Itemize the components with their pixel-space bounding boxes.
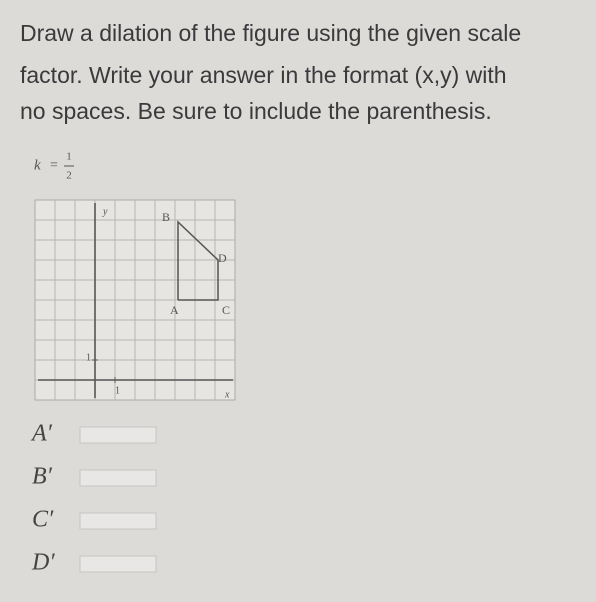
question-line: Draw a dilation of the figure using the … — [20, 20, 522, 46]
answer-input[interactable] — [79, 469, 157, 487]
answer-label: A′ — [30, 421, 53, 447]
point-label: A — [170, 303, 179, 317]
point-label: B — [162, 210, 170, 224]
answer-label: D′ — [31, 550, 55, 576]
y-unit-label: 1 — [86, 352, 91, 363]
point-label: D — [218, 251, 227, 265]
figure-shape — [177, 220, 219, 301]
denominator: 2 — [66, 170, 72, 182]
x-axis-label: x — [224, 389, 230, 400]
answer-input[interactable] — [79, 555, 157, 573]
point-label: C — [222, 303, 230, 317]
answer-input[interactable] — [79, 512, 157, 530]
k-variable: k — [34, 157, 41, 173]
question-line: factor. Write your answer in the format … — [20, 62, 507, 88]
answer-label: C′ — [32, 507, 54, 533]
y-axis-label: y — [102, 206, 108, 217]
numerator: 1 — [66, 151, 72, 163]
question-line: no spaces. Be sure to include the parent… — [20, 98, 492, 124]
answer-input[interactable] — [79, 426, 157, 444]
x-unit-label: 1 — [115, 385, 120, 396]
answer-label: B′ — [32, 464, 53, 490]
equals: = — [50, 158, 58, 173]
